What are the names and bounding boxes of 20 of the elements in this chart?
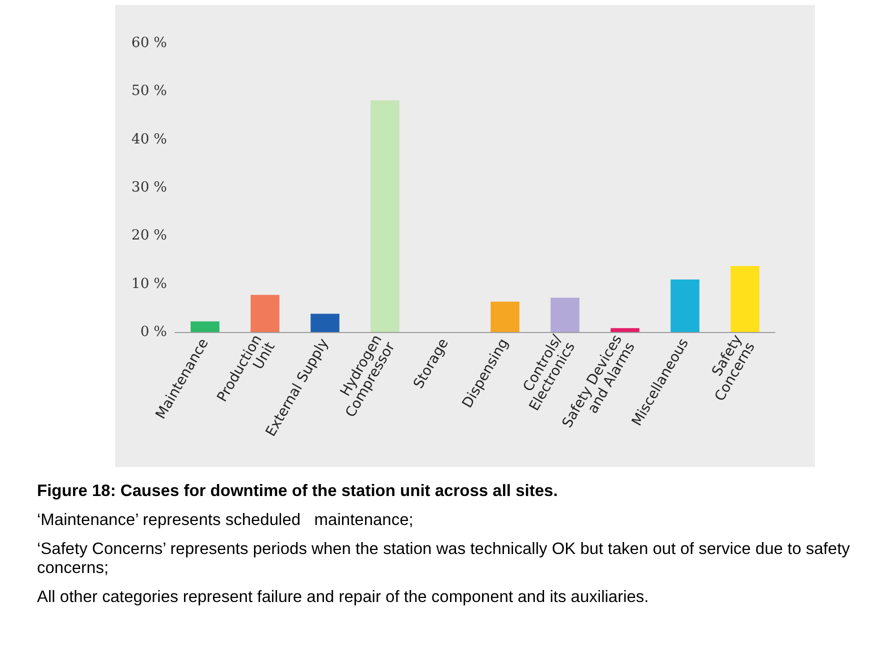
bar xyxy=(730,266,760,332)
text: ‘Safety Concerns’ represents periods when the station was technically OK but taken out of service due to safety concerns; xyxy=(37,540,851,578)
caption: Figure 18: Causes for downtime of the station unit across all sites. xyxy=(37,482,559,501)
y-tick-label: 10 % xyxy=(131,276,167,292)
y-tick-label: 60 % xyxy=(131,35,167,51)
y-tick-label: 50 % xyxy=(131,83,167,100)
y-tick-label: 40 % xyxy=(131,131,167,148)
y-tick-label: 0 % xyxy=(140,324,167,340)
bar xyxy=(610,328,640,332)
bar xyxy=(670,280,700,332)
bar xyxy=(310,314,340,332)
bar xyxy=(490,302,520,332)
bar xyxy=(370,100,400,332)
bar xyxy=(250,294,280,332)
bar xyxy=(550,298,580,332)
y-tick-label: 20 % xyxy=(131,228,167,244)
text: ‘Maintenance’ represents scheduled maintenance; xyxy=(37,511,414,530)
y-tick-label: 30 % xyxy=(131,180,167,196)
text: All other categories represent failure and repair of the component and its auxiliaries. xyxy=(37,588,650,607)
bar xyxy=(190,321,220,332)
